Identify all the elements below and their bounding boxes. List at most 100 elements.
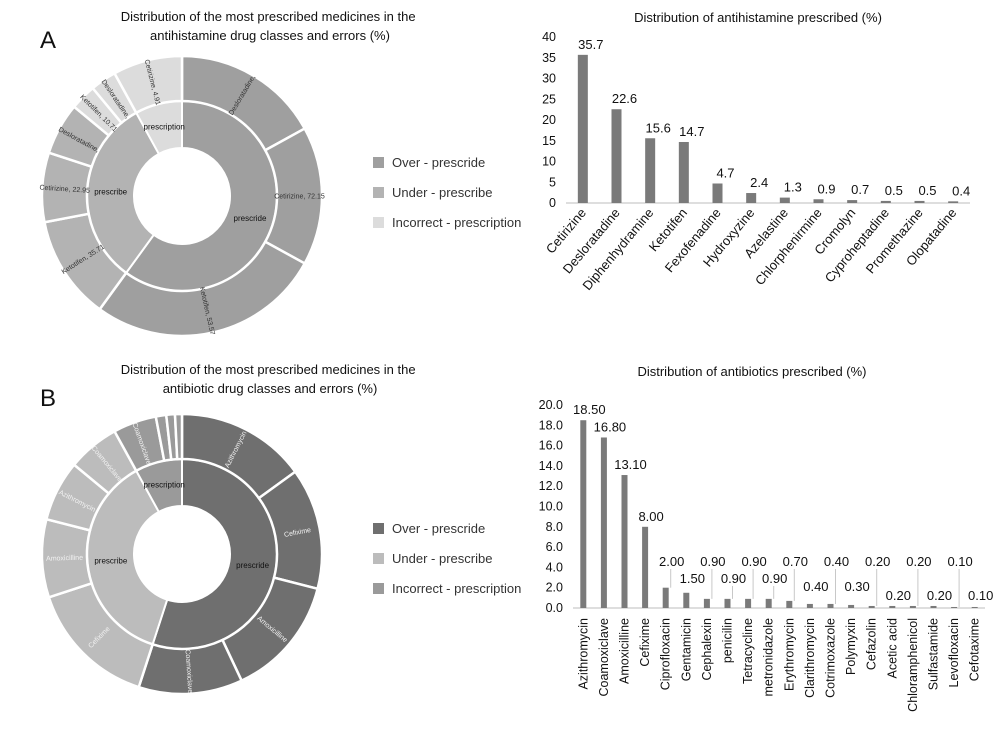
bar-chart-a-bar-fexofenadine (712, 183, 723, 203)
legend-a: Over - prescride Under - prescribe Incor… (373, 155, 521, 230)
bar-chart-b-bar-sulfastamide (930, 605, 937, 608)
legend-b: Over - prescride Under - prescribe Incor… (373, 521, 521, 596)
bar-chart-b-category-label: Clarithromycin (803, 618, 817, 698)
bar-chart-b-bar-coamoxiclave (600, 437, 607, 608)
legend-a-label-over: Over - prescride (392, 155, 485, 170)
bar-chart-a-bar-azelastine (779, 197, 790, 203)
bar-chart-a-bar-cetirizine (577, 54, 588, 203)
bar-chart-b-data-label: 1.50 (680, 571, 705, 586)
legend-b-swatch-over (373, 523, 384, 534)
bar-chart-b-category-label: Erythromycin (782, 618, 796, 691)
sunburst-b-outer-label: Coamoxiclave (184, 649, 194, 693)
sunburst-a-outer-ketotifen-53-57 (97, 240, 307, 338)
bar-chart-b-data-label: 18.50 (573, 402, 606, 417)
bar-chart-b-data-label: 0.90 (762, 571, 787, 586)
sunburst-b-title: Distribution of the most prescribed medi… (121, 362, 419, 396)
sunburst-b: prescrideprescribeprescriptionAzithromyc… (40, 412, 324, 696)
bar-chart-b-category-label: Cephalexin (700, 618, 714, 681)
legend-a-label-incorrect: Incorrect - prescription (392, 215, 521, 230)
bar-chart-b-bar-azithromycin (580, 420, 587, 608)
bar-chart-b-ytick: 14.0 (539, 459, 563, 473)
bar-chart-a-bar-ketotifen (678, 141, 689, 203)
bar-b-title: Distribution of antibiotics prescribed (… (637, 364, 866, 379)
sunburst-a-outer-cetirizine-4-91 (112, 54, 184, 115)
bar-chart-a-ytick: 35 (542, 51, 556, 65)
bar-chart-b-data-label: 16.80 (594, 419, 627, 434)
bar-chart-a-ytick: 5 (549, 175, 556, 189)
bar-chart-b: 0.0 2.0 4.0 6.0 8.0 10.0 12.0 14.0 16.0 18.0 20.0 1… (539, 398, 994, 712)
bar-chart-b-ytick: 18.0 (539, 418, 563, 432)
bar-chart-a-data-label: 4.7 (716, 165, 734, 180)
bar-chart-a-ytick: 0 (549, 196, 556, 210)
bar-chart-b-category-label: Polymyxin (844, 618, 858, 675)
sunburst-a-inner-label: prescription (144, 123, 185, 132)
bar-chart-b-category-label: Cefotaxime (968, 618, 982, 681)
bar-chart-a-bar-olopatadine (948, 201, 959, 203)
bar-chart-a-bar-promethazine (914, 200, 925, 203)
bar-chart-b-data-label: 0.90 (700, 554, 725, 569)
sunburst-b-inner-label: prescride (236, 561, 269, 570)
bar-chart-b-bar-tetracycline (745, 598, 752, 608)
bar-chart-b-bar-clarithromycin (806, 603, 813, 608)
bar-chart-b-data-label: 0.30 (844, 579, 869, 594)
bar-chart-b-ytick: 6.0 (546, 540, 563, 554)
bar-chart-b-category-label: Azithromycin (576, 618, 590, 690)
bar-chart-b-ytick: 4.0 (546, 560, 563, 574)
bar-chart-b-data-label: 13.10 (614, 457, 647, 472)
bar-chart-b-category-label: Chloramphenicol (906, 618, 920, 712)
bar-chart-a-data-label: 14.7 (679, 124, 704, 139)
bar-chart-b-category-label: Acetic acid (885, 618, 899, 678)
sunburst-b-outer-label: Amoxicilline (46, 555, 83, 563)
bar-chart-a-data-label: 1.3 (784, 180, 802, 195)
sunburst-b-outer-segment (173, 412, 184, 461)
bar-chart-b-ytick: 20.0 (539, 398, 563, 412)
bar-chart-a-data-label: 35.7 (578, 37, 603, 52)
legend-b-swatch-incorrect (373, 583, 384, 594)
bar-chart-b-bar-chloramphenicol (909, 605, 916, 608)
bar-chart-b-ytick: 0.0 (546, 601, 563, 615)
bar-chart-b-bar-cephalexin (703, 598, 710, 608)
bar-chart-b-category-label: penicilin (721, 618, 735, 663)
bar-chart-b-ytick: 12.0 (539, 479, 563, 493)
bar-chart-b-category-label: Cotrimoxazole (824, 618, 838, 698)
sunburst-a-outer-label: Cetirizine, 72.15 (274, 194, 325, 201)
bar-chart-b-data-label: 0.90 (721, 571, 746, 586)
sunburst-a: prescrideprescribeprescriptionDesloratad… (39, 54, 325, 338)
legend-a-label-under: Under - prescribe (392, 185, 492, 200)
bar-chart-a-ytick: 10 (542, 155, 556, 169)
bar-chart-a-ytick: 20 (542, 113, 556, 127)
bar-chart-a-data-label: 22.6 (612, 91, 637, 106)
bar-chart-b-bar-cefotaxime (971, 606, 978, 608)
sunburst-b-inner-label: prescribe (94, 557, 127, 566)
sunburst-b-outer-label: Cefixime (284, 527, 312, 539)
bar-chart-a-bar-cromolyn (847, 200, 858, 203)
bar-chart-b-data-label: 0.10 (968, 588, 993, 603)
legend-a-swatch-under (373, 187, 384, 198)
bar-chart-b-data-label: 0.20 (906, 554, 931, 569)
sunburst-a-inner-label: prescribe (94, 188, 127, 197)
bar-chart-a-bar-diphenhydramine (645, 138, 656, 203)
bar-chart-b-category-label: Amoxicilline (618, 618, 632, 684)
bar-chart-b-bar-metronidazole (765, 598, 772, 608)
bar-chart-a-data-label: 0.5 (918, 183, 936, 198)
bar-chart-a-ytick: 40 (542, 30, 556, 44)
bar-chart-b-category-label: Sulfastamide (927, 618, 941, 690)
bar-chart-b-category-label: Tetracycline (741, 618, 755, 684)
bar-chart-b-bar-cefixime (642, 526, 649, 608)
sunburst-a-outer-label: Cetirizine, 22.95 (39, 185, 90, 195)
bar-chart-b-data-label: 0.40 (824, 554, 849, 569)
panel-label-b: B (40, 385, 56, 412)
bar-chart-b-data-label: 8.00 (638, 509, 663, 524)
bar-chart-a-ytick: 30 (542, 72, 556, 86)
legend-b-label-incorrect: Incorrect - prescription (392, 581, 521, 596)
bar-chart-a-bar-desloratadine (611, 109, 622, 203)
bar-chart-a-bar-cyproheptadine (880, 200, 891, 203)
bar-chart-b-category-label: metronidazole (762, 618, 776, 697)
bar-chart-a-data-label: 0.9 (817, 181, 835, 196)
bar-chart-a-data-label: 15.6 (646, 120, 671, 135)
bar-chart-b-data-label: 0.90 (741, 554, 766, 569)
bar-chart-b-bar-levofloxacin (951, 606, 958, 608)
bar-chart-b-data-label: 2.00 (659, 554, 684, 569)
sunburst-b-inner-label: prescription (144, 481, 185, 490)
